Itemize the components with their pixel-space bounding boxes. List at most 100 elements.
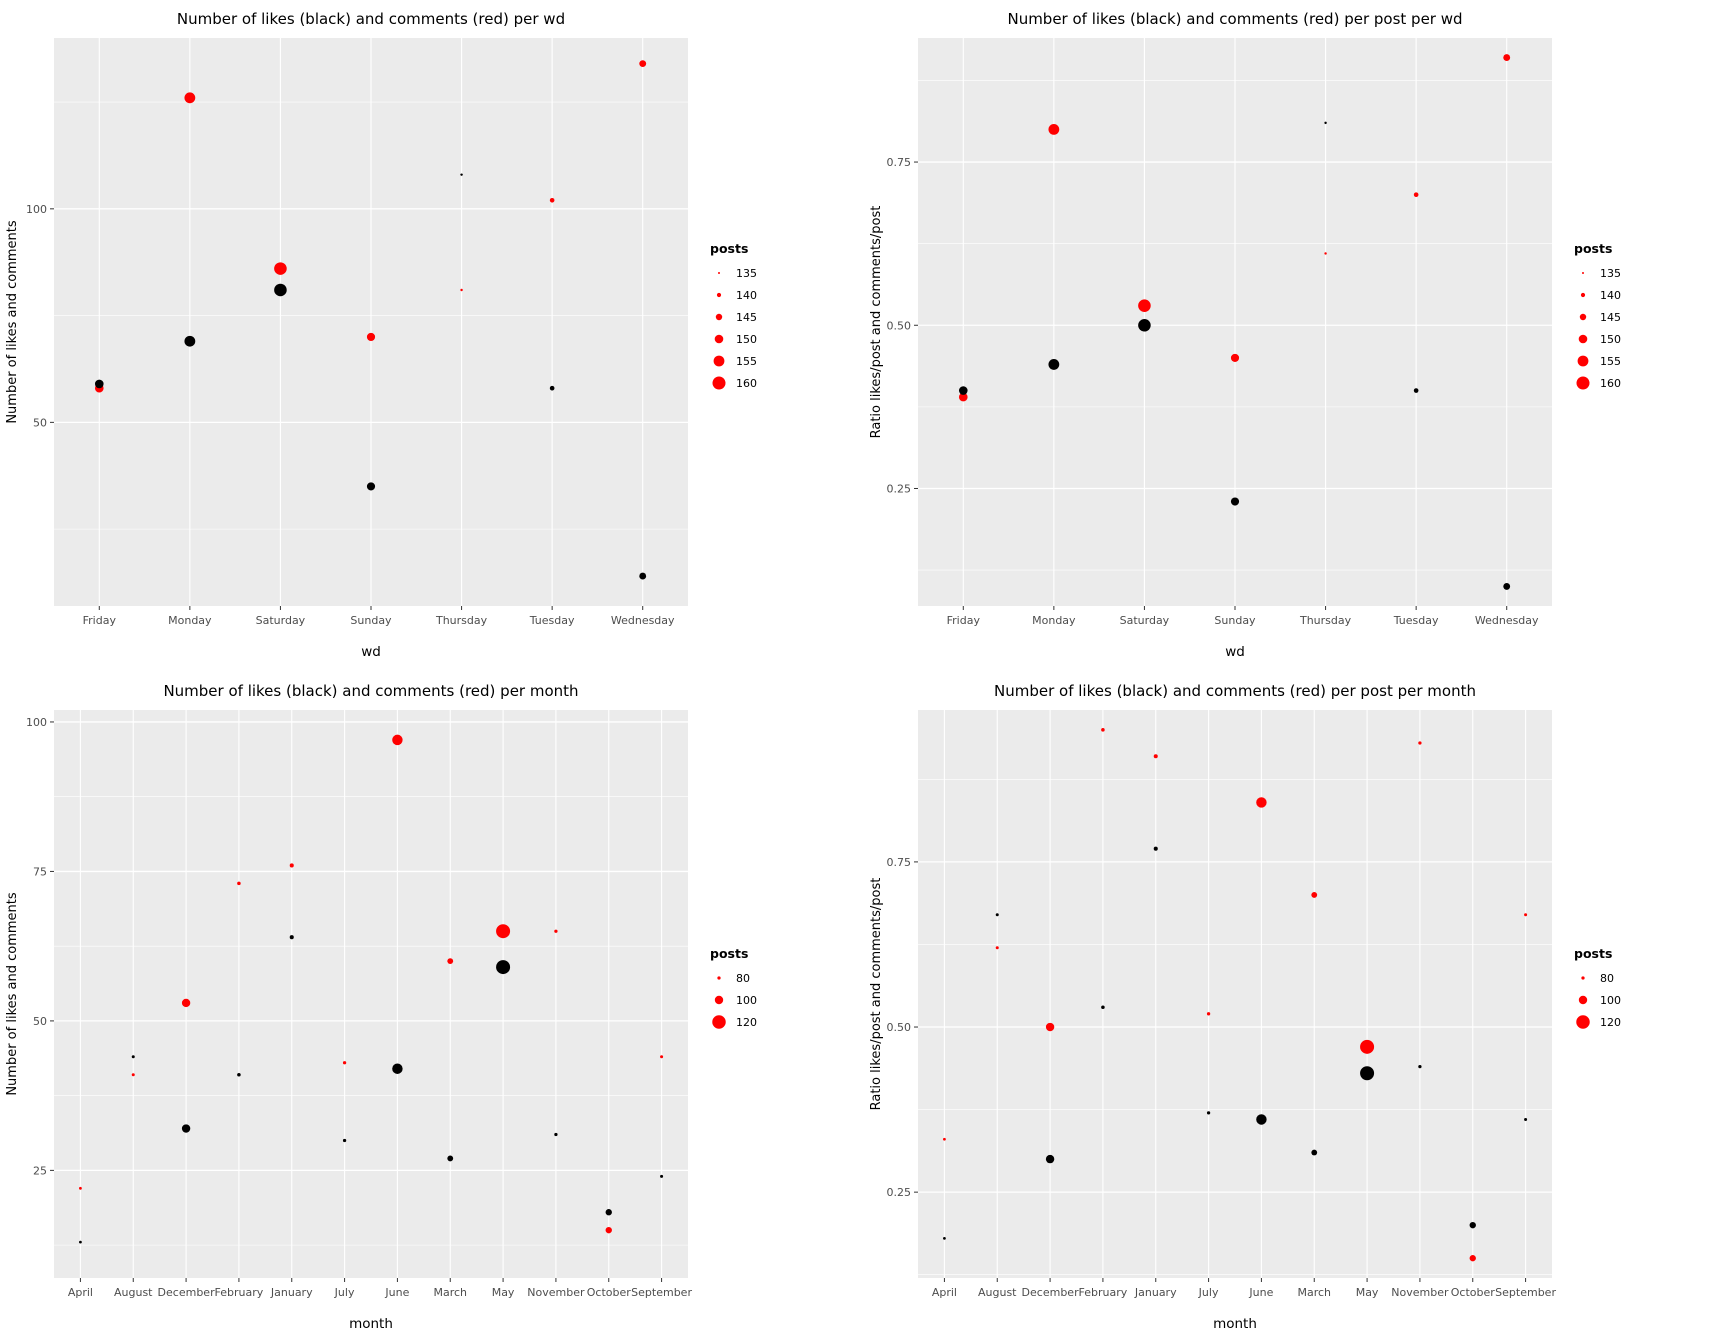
legend-size-dot: [715, 313, 723, 321]
x-tick-label: June: [1248, 1286, 1273, 1299]
x-tick-label: March: [1297, 1286, 1331, 1299]
data-point-comments: [1311, 892, 1318, 898]
legend-label: 145: [1600, 311, 1621, 324]
x-tick-label: November: [527, 1286, 585, 1299]
legend-size-dot: [1576, 1015, 1590, 1029]
data-point-likes: [460, 173, 463, 176]
data-point-likes: [1101, 1005, 1105, 1009]
x-tick-label: Saturday: [1120, 614, 1170, 627]
data-point-likes: [549, 385, 555, 391]
x-tick-label: August: [114, 1286, 153, 1299]
plot-panel: [918, 710, 1552, 1278]
data-point-comments: [392, 734, 403, 746]
data-point-comments: [639, 60, 647, 68]
legend-label: 100: [1600, 994, 1621, 1007]
x-tick-label: November: [1391, 1286, 1449, 1299]
x-tick-label: Monday: [168, 614, 212, 627]
x-tick-label: December: [1022, 1286, 1080, 1299]
y-tick-label: 50: [33, 416, 47, 429]
y-axis-title: Ratio likes/post and comments/post: [869, 878, 884, 1111]
data-point-comments: [958, 392, 968, 402]
data-point-likes: [1360, 1066, 1375, 1081]
data-point-likes: [943, 1236, 946, 1240]
data-point-comments: [1524, 913, 1528, 917]
x-tick-label: April: [68, 1286, 93, 1299]
legend-label: 155: [736, 355, 757, 368]
legend-label: 140: [1600, 289, 1621, 302]
legend-label: 135: [1600, 267, 1621, 280]
x-tick-label: July: [1198, 1286, 1219, 1299]
data-point-likes: [274, 283, 287, 297]
x-tick-label: July: [334, 1286, 355, 1299]
data-point-comments: [1048, 124, 1060, 135]
data-point-likes: [1311, 1149, 1318, 1156]
x-axis-title: month: [349, 1316, 393, 1332]
legend-size-dot: [714, 995, 724, 1005]
legend-size-dot: [1576, 376, 1590, 390]
x-tick-label: May: [492, 1286, 515, 1299]
legend-title: posts: [710, 241, 748, 256]
legend-label: 155: [1600, 355, 1621, 368]
x-tick-label: October: [1451, 1286, 1495, 1299]
data-point-likes: [79, 1240, 82, 1244]
x-tick-label: February: [215, 1286, 264, 1299]
data-point-comments: [1360, 1039, 1375, 1054]
x-tick-label: Friday: [83, 614, 117, 627]
x-axis-title: month: [1213, 1316, 1257, 1332]
x-tick-label: October: [587, 1286, 631, 1299]
data-point-comments: [1256, 797, 1267, 808]
data-point-likes: [94, 379, 104, 389]
y-tick-label: 0.75: [887, 156, 912, 169]
legend-size-dot: [716, 292, 722, 298]
x-tick-label: May: [1356, 1286, 1379, 1299]
y-tick-label: 25: [33, 1164, 47, 1177]
data-point-comments: [554, 929, 558, 933]
data-point-comments: [1045, 1022, 1055, 1032]
x-tick-label: Tuesday: [529, 614, 575, 627]
x-tick-label: Thursday: [1299, 614, 1352, 627]
data-point-comments: [496, 924, 511, 939]
data-point-likes: [1469, 1221, 1476, 1229]
y-tick-label: 0.50: [887, 319, 912, 332]
y-axis-title: Ratio likes/post and comments/post: [869, 206, 884, 439]
legend-label: 135: [736, 267, 757, 280]
chart-title: Number of likes (black) and comments (re…: [163, 682, 578, 700]
data-point-likes: [237, 1072, 241, 1077]
x-tick-label: January: [1134, 1286, 1177, 1299]
data-point-comments: [79, 1186, 82, 1190]
data-point-comments: [1230, 353, 1240, 362]
legend-size-dot: [1578, 334, 1588, 344]
scatter-plot-wd-totals: 50 100 Friday Monday Saturday Sunday Thursday T…: [5, 10, 757, 660]
data-point-likes: [1413, 388, 1419, 393]
scatter-plot-month-totals: 25 50 75 100 April August December February Janu…: [5, 682, 757, 1332]
y-tick-label: 0.25: [887, 482, 912, 495]
data-point-likes: [1256, 1114, 1267, 1125]
data-point-comments: [1138, 299, 1151, 312]
y-tick-label: 50: [33, 1015, 47, 1028]
data-point-comments: [1503, 54, 1511, 62]
x-tick-label: March: [433, 1286, 467, 1299]
chart-title: Number of likes (black) and comments (re…: [994, 682, 1476, 700]
data-point-likes: [995, 913, 999, 917]
legend-size-dot: [1577, 355, 1589, 367]
data-point-likes: [1418, 1065, 1422, 1069]
x-tick-label: Sunday: [1214, 614, 1256, 627]
data-point-likes: [1153, 846, 1158, 851]
data-point-likes: [496, 960, 511, 975]
y-tick-label: 100: [26, 716, 47, 729]
data-point-likes: [289, 935, 294, 940]
data-point-likes: [554, 1132, 558, 1137]
y-tick-label: 0.25: [887, 1186, 912, 1199]
x-tick-label: Thursday: [435, 614, 488, 627]
legend-size-dot: [1578, 995, 1588, 1005]
legend-label: 140: [736, 289, 757, 302]
data-point-comments: [131, 1073, 135, 1077]
data-point-likes: [131, 1055, 135, 1059]
x-tick-label: Tuesday: [1393, 614, 1439, 627]
data-point-likes: [1503, 582, 1511, 590]
data-point-likes: [605, 1209, 612, 1216]
data-point-likes: [660, 1174, 664, 1178]
chart-ratio-per-month: 0.25 0.50 0.75 April August December February J…: [864, 672, 1728, 1344]
x-tick-label: April: [932, 1286, 957, 1299]
